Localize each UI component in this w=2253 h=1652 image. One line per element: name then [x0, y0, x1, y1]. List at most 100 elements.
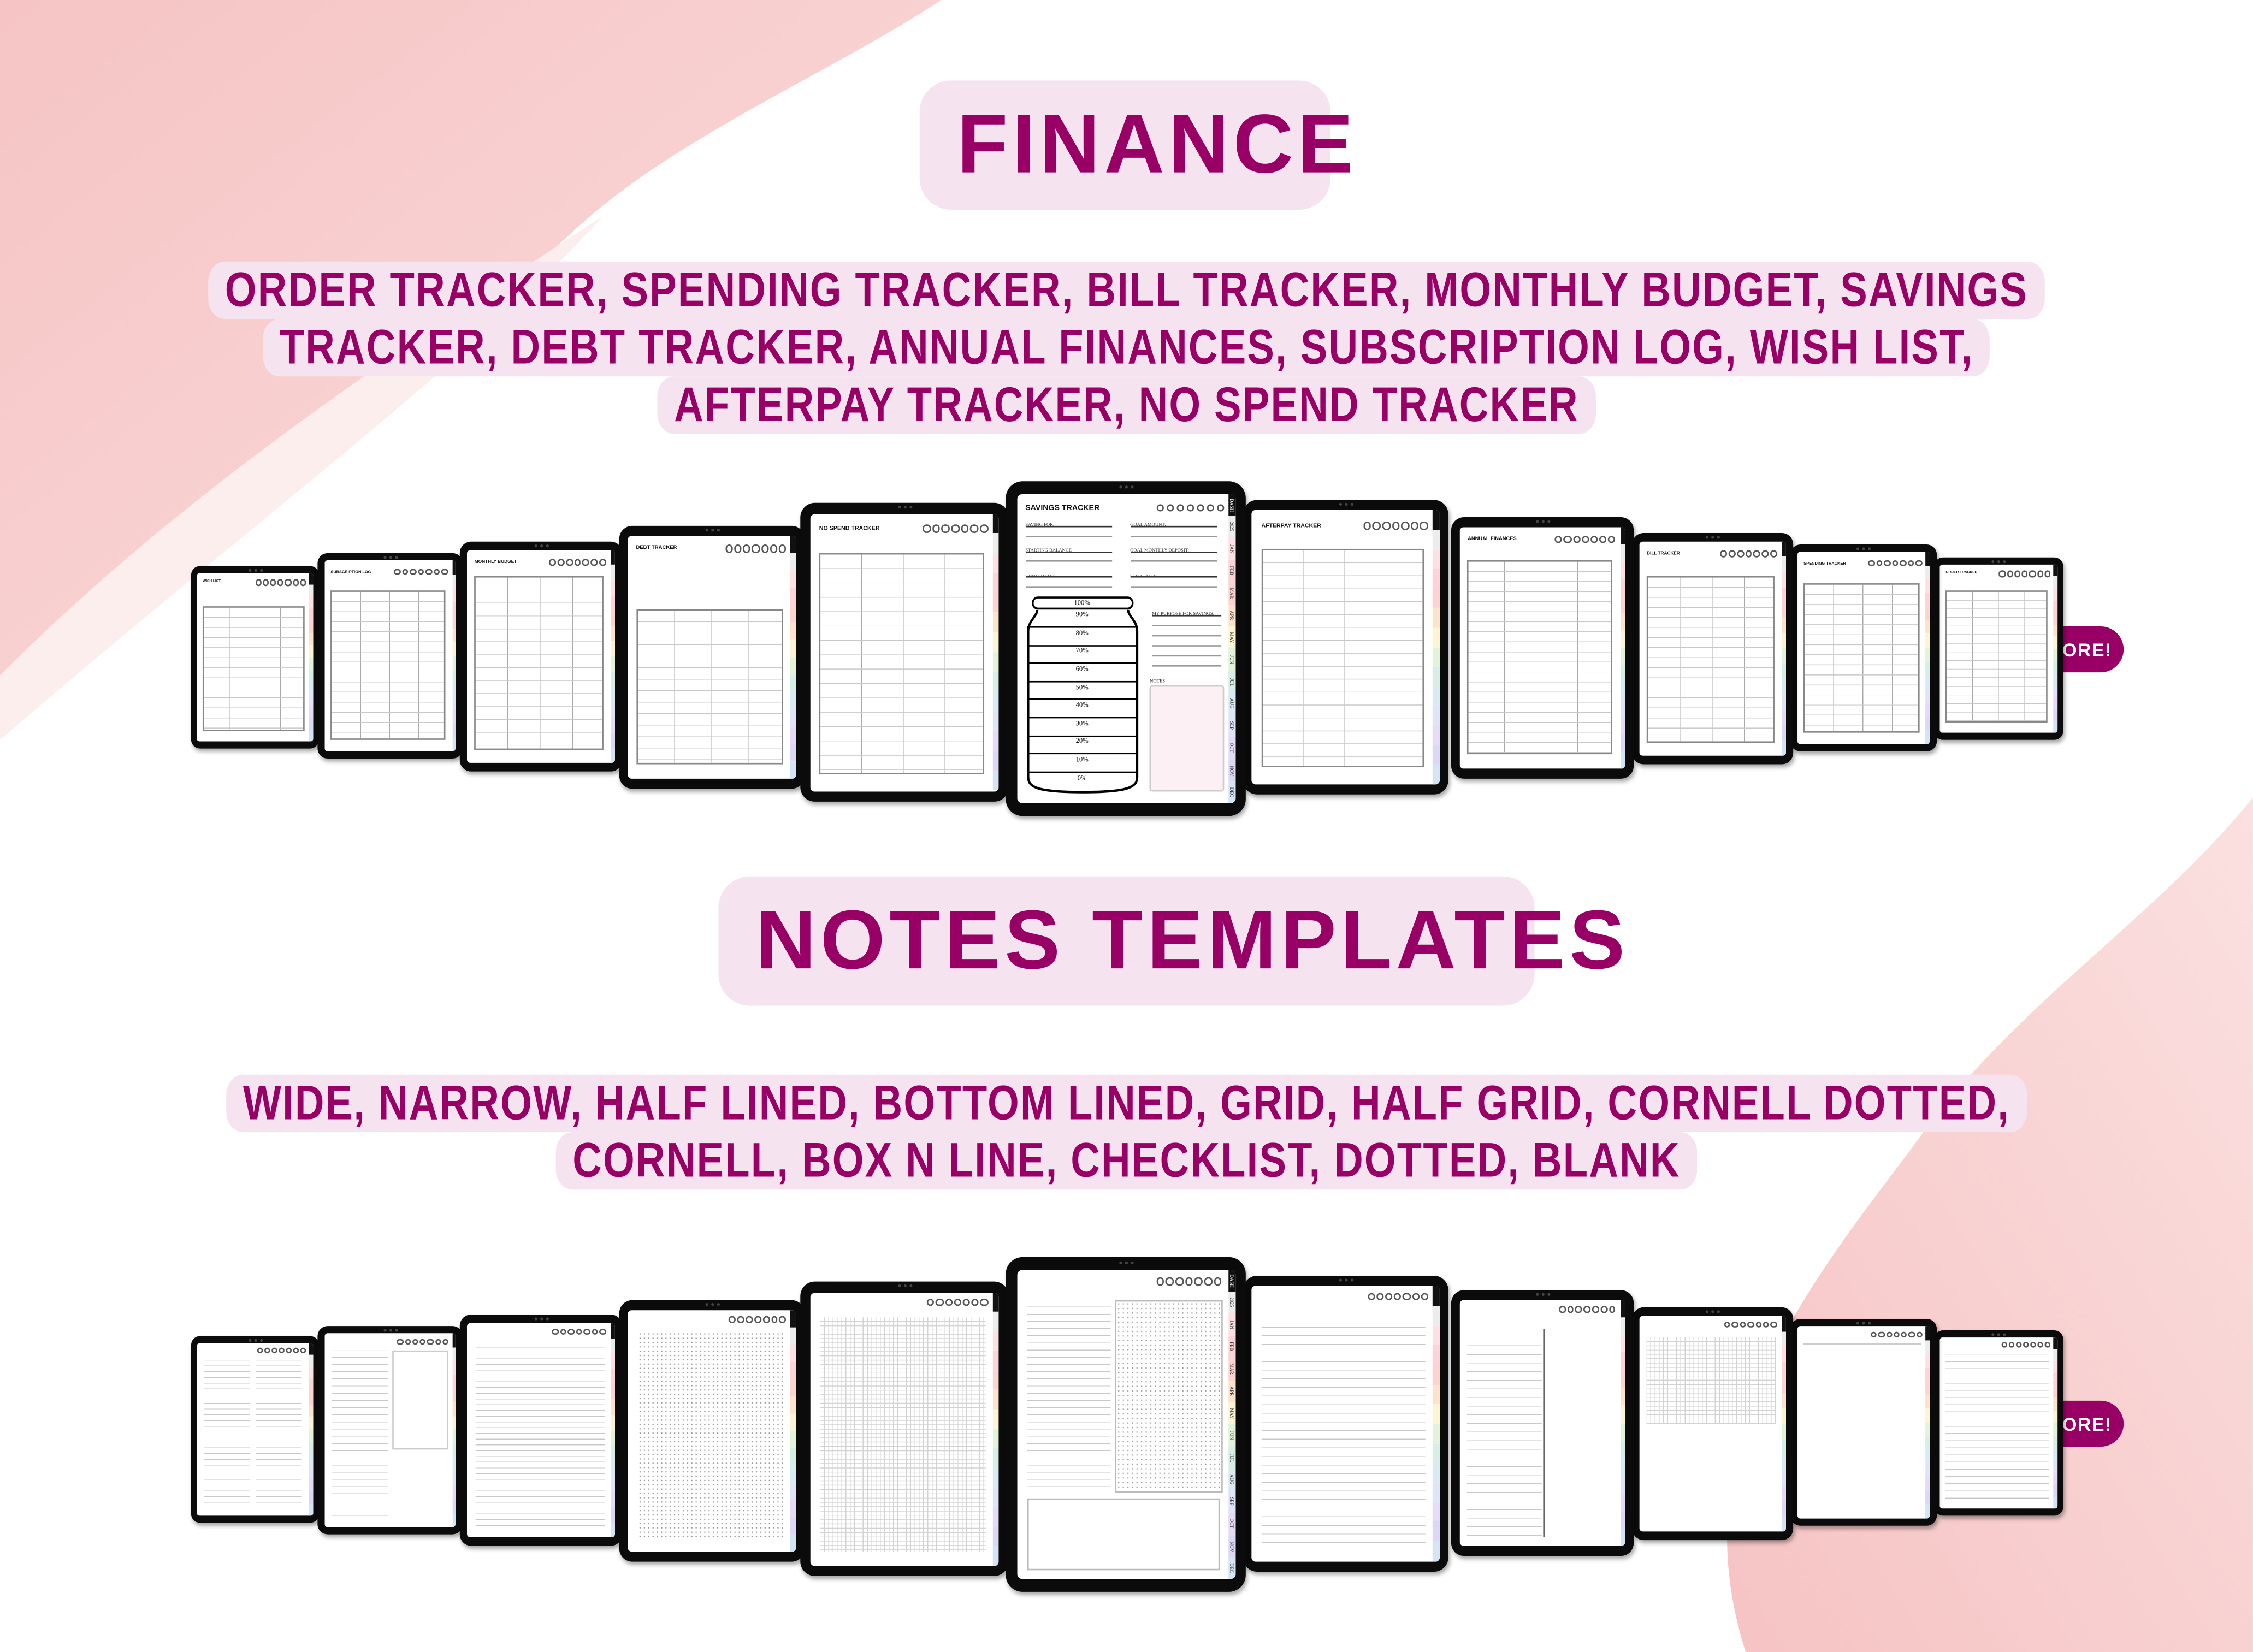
month-tab[interactable]	[1620, 1423, 1626, 1441]
month-tab[interactable]	[610, 611, 615, 626]
month-tab[interactable]	[993, 1546, 1000, 1566]
month-tab[interactable]	[2054, 1349, 2058, 1362]
month-tab[interactable]	[1433, 764, 1439, 784]
month-tab[interactable]	[309, 1503, 314, 1517]
jar-level-label[interactable]: 40%	[1075, 702, 1089, 710]
month-tab[interactable]	[1781, 1454, 1786, 1470]
notes-template-tablet[interactable]	[191, 1336, 320, 1523]
month-tab[interactable]	[791, 762, 796, 779]
month-tab[interactable]	[791, 709, 796, 727]
month-tab[interactable]	[1781, 587, 1786, 603]
month-tab[interactable]	[1926, 1381, 1931, 1395]
month-tab[interactable]	[1620, 717, 1626, 735]
notes-template-tablet[interactable]	[1243, 1276, 1448, 1572]
month-tab[interactable]	[791, 640, 796, 658]
notes-box[interactable]	[1150, 685, 1225, 791]
month-tab[interactable]	[2054, 564, 2058, 577]
field-input-start-date[interactable]	[1025, 586, 1113, 588]
month-tab[interactable]	[2054, 636, 2058, 649]
month-tab[interactable]	[993, 1507, 1000, 1526]
month-tab[interactable]	[452, 1485, 457, 1500]
month-tab[interactable]: MAY	[1228, 1402, 1235, 1425]
month-tab[interactable]	[309, 718, 314, 730]
month-tab[interactable]	[993, 612, 1000, 633]
month-tab[interactable]	[1433, 1482, 1439, 1502]
month-tab[interactable]	[2054, 624, 2058, 637]
month-tab[interactable]	[1433, 1306, 1439, 1326]
month-tab[interactable]	[1926, 607, 1931, 621]
month-tab[interactable]	[1433, 1521, 1439, 1542]
month-tab[interactable]	[452, 724, 457, 738]
month-tab[interactable]	[791, 744, 796, 762]
month-tab[interactable]	[1433, 530, 1439, 550]
month-tab[interactable]	[309, 1454, 314, 1467]
finance-tablet[interactable]: AFTERPAY TRACKER	[1243, 500, 1448, 795]
month-tab[interactable]	[1926, 1395, 1931, 1409]
month-tab[interactable]	[2054, 1337, 2058, 1349]
month-tab[interactable]	[1433, 1325, 1439, 1346]
month-tab[interactable]	[1781, 648, 1786, 664]
month-tab[interactable]	[1781, 725, 1786, 741]
month-tab[interactable]	[1926, 634, 1931, 648]
month-tab[interactable]	[1433, 1345, 1439, 1365]
month-tab[interactable]	[309, 1479, 314, 1491]
notes-template-tablet[interactable]	[459, 1315, 623, 1546]
month-tab[interactable]	[1620, 682, 1626, 700]
month-tab[interactable]	[452, 1361, 457, 1375]
month-tab[interactable]	[791, 1327, 796, 1345]
month-tab[interactable]	[993, 731, 1000, 751]
month-tab[interactable]	[1433, 686, 1439, 706]
month-tab[interactable]	[1781, 1393, 1786, 1408]
month-tab[interactable]	[309, 572, 314, 585]
finance-tablet[interactable]: MONTHLY BUDGET	[459, 541, 623, 772]
month-tab[interactable]	[2054, 1447, 2058, 1460]
month-tab[interactable]	[452, 1388, 457, 1403]
notes-template-tablet[interactable]	[1790, 1318, 1937, 1526]
month-tab[interactable]	[610, 1476, 615, 1492]
month-tab[interactable]	[1433, 647, 1439, 667]
month-tab[interactable]	[1926, 552, 1931, 566]
month-tab[interactable]	[610, 1323, 615, 1339]
month-tab[interactable]	[452, 1444, 457, 1458]
month-tab[interactable]	[791, 1361, 796, 1379]
month-tab[interactable]	[309, 596, 314, 609]
month-tab[interactable]: 2025	[1228, 516, 1235, 538]
month-tab[interactable]	[2054, 1496, 2058, 1509]
month-tab[interactable]	[2054, 612, 2058, 625]
month-tab[interactable]	[993, 652, 1000, 672]
month-tab[interactable]	[1433, 608, 1439, 628]
month-tab[interactable]	[452, 1513, 457, 1527]
month-tab[interactable]	[309, 1379, 314, 1393]
month-tab[interactable]	[791, 605, 796, 623]
month-tab[interactable]	[1433, 1286, 1439, 1306]
month-tab[interactable]	[309, 645, 314, 658]
notes-template-tablet[interactable]	[619, 1300, 805, 1562]
month-tab[interactable]	[309, 1417, 314, 1430]
month-tab[interactable]	[993, 1526, 1000, 1546]
month-tab[interactable]	[993, 1351, 1000, 1371]
month-tab[interactable]	[1620, 1494, 1626, 1512]
month-tab[interactable]	[1620, 735, 1626, 752]
field-input-goal-amount[interactable]	[1130, 535, 1218, 537]
month-tab[interactable]	[2054, 672, 2058, 685]
finance-tablet[interactable]: WISH LIST	[191, 566, 320, 749]
month-tab[interactable]	[452, 655, 457, 670]
month-tab[interactable]	[2054, 1484, 2058, 1497]
month-tab[interactable]	[791, 674, 796, 692]
finance-tablet[interactable]: DASH 2025 JAN FEB MAR APR MAY JUN JUL AUG SEP OCT NO…	[1006, 481, 1246, 816]
month-tab[interactable]: NOV	[1228, 759, 1235, 781]
month-tab[interactable]	[2054, 600, 2058, 613]
month-tab[interactable]: APR	[1228, 604, 1235, 627]
month-tab[interactable]	[309, 1367, 314, 1380]
month-tab[interactable]	[452, 560, 457, 575]
month-tab[interactable]	[1620, 596, 1626, 613]
month-tab[interactable]	[1620, 1370, 1626, 1388]
month-tab[interactable]: OCT	[1228, 1513, 1235, 1535]
month-tab[interactable]	[1620, 1299, 1626, 1317]
month-tab[interactable]	[1620, 1441, 1626, 1459]
month-tab[interactable]	[993, 691, 1000, 712]
month-tab[interactable]	[1433, 1462, 1439, 1483]
month-tab[interactable]: AUG	[1228, 692, 1235, 715]
month-tab[interactable]	[1926, 716, 1931, 730]
month-tab[interactable]	[309, 584, 314, 597]
